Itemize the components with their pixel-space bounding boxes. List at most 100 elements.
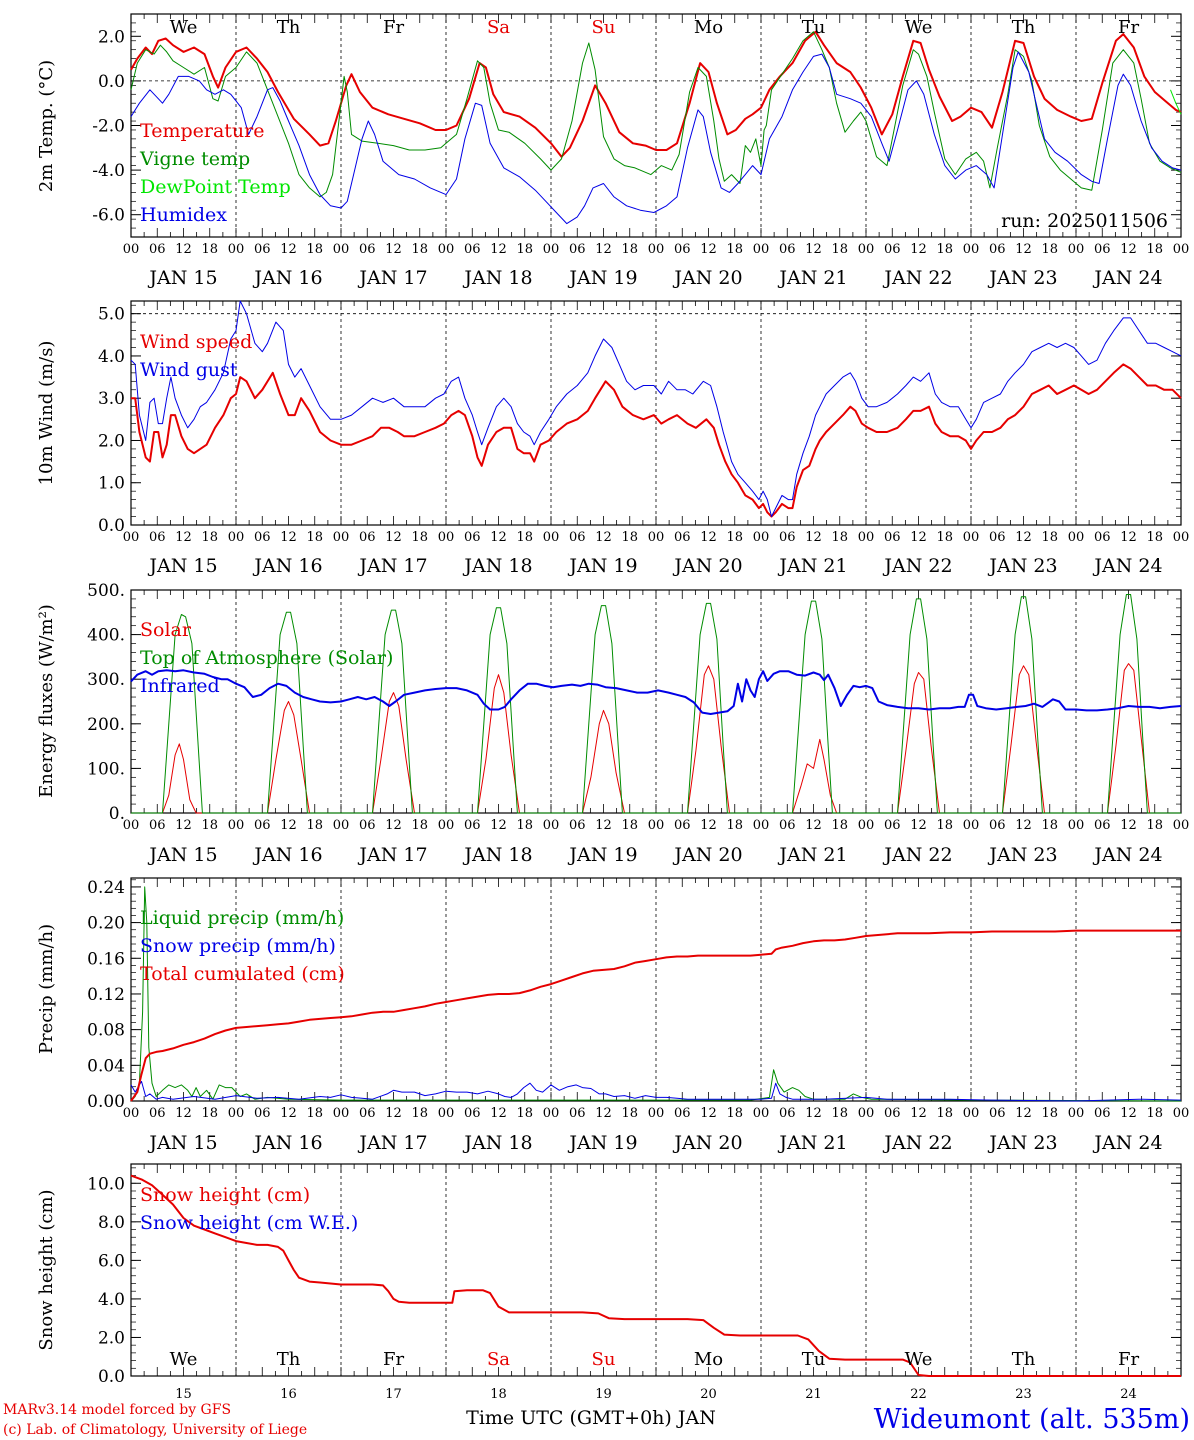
hour-tick-label: 00 bbox=[753, 1106, 770, 1121]
hour-tick-label: 12 bbox=[1015, 818, 1032, 833]
hour-tick-label: 00 bbox=[1068, 242, 1085, 257]
hour-tick-label: 18 bbox=[1146, 818, 1163, 833]
series-line bbox=[130, 51, 1182, 225]
hour-tick-label: 12 bbox=[175, 242, 192, 257]
weekday-label: Th bbox=[1012, 17, 1036, 38]
hour-tick-label: 06 bbox=[254, 818, 271, 833]
y-tick-label: 4.0 bbox=[98, 347, 125, 367]
weekday-label: Fr bbox=[383, 1349, 404, 1370]
weekday-label: Fr bbox=[383, 17, 404, 38]
hour-tick-label: 18 bbox=[726, 242, 743, 257]
hour-tick-label: 06 bbox=[674, 530, 691, 545]
legend-entry: Infrared bbox=[140, 675, 220, 697]
hour-tick-label: 00 bbox=[963, 242, 980, 257]
hour-tick-label: 18 bbox=[516, 530, 533, 545]
hour-tick-label: 00 bbox=[228, 818, 245, 833]
hour-tick-label: 06 bbox=[464, 242, 481, 257]
hour-tick-label: 18 bbox=[201, 818, 218, 833]
hour-tick-label: 06 bbox=[884, 1106, 901, 1121]
y-axis-label: Precip (mm/h) bbox=[36, 924, 57, 1054]
series-line bbox=[130, 886, 1182, 1102]
hour-tick-label: 12 bbox=[280, 1106, 297, 1121]
y-tick-label: 0.0 bbox=[98, 72, 125, 92]
hour-tick-label: 18 bbox=[516, 1106, 533, 1121]
day-label: JAN 18 bbox=[462, 555, 532, 577]
day-number-label: 20 bbox=[700, 1387, 717, 1402]
day-label: JAN 16 bbox=[252, 844, 322, 866]
hour-tick-label: 06 bbox=[884, 818, 901, 833]
day-label: JAN 20 bbox=[672, 1132, 742, 1154]
hour-tick-label: 12 bbox=[595, 530, 612, 545]
day-label: JAN 24 bbox=[1092, 555, 1162, 577]
hour-tick-label: 12 bbox=[385, 818, 402, 833]
hour-tick-label: 12 bbox=[280, 242, 297, 257]
weekday-label: Su bbox=[592, 17, 616, 38]
y-tick-label: 3.0 bbox=[98, 389, 125, 409]
panel-1: -6.0 -4.0 -2.0 0.0 2.0 2m Temp. (°C) Temperatu… bbox=[36, 13, 1189, 289]
day-label: JAN 16 bbox=[252, 555, 322, 577]
hour-tick-label: 00 bbox=[228, 242, 245, 257]
chart-panels: -6.0 -4.0 -2.0 0.0 2.0 2m Temp. (°C) Temperatu… bbox=[36, 13, 1190, 1387]
day-label: JAN 16 bbox=[252, 1132, 322, 1154]
hour-tick-label: 06 bbox=[779, 242, 796, 257]
hour-tick-label: 18 bbox=[936, 530, 953, 545]
day-label: JAN 24 bbox=[1092, 844, 1162, 866]
hour-tick-label: 12 bbox=[280, 530, 297, 545]
hour-tick-label: 00 bbox=[648, 1106, 665, 1121]
hour-tick-label: 06 bbox=[569, 818, 586, 833]
hour-tick-label: 00 bbox=[1068, 1106, 1085, 1121]
y-tick-label: 500. bbox=[87, 581, 125, 601]
day-label: JAN 15 bbox=[147, 1132, 217, 1154]
hour-tick-label: 18 bbox=[1146, 1106, 1163, 1121]
day-label: JAN 18 bbox=[462, 267, 532, 289]
plot-frame bbox=[130, 13, 1182, 238]
hour-tick-label: 00 bbox=[333, 530, 350, 545]
hour-tick-label: 12 bbox=[700, 530, 717, 545]
hour-tick-label: 18 bbox=[306, 530, 323, 545]
y-tick-label: 0.08 bbox=[87, 1021, 125, 1041]
day-label: JAN 19 bbox=[567, 267, 637, 289]
hour-tick-label: 06 bbox=[254, 1106, 271, 1121]
day-label: JAN 20 bbox=[672, 555, 742, 577]
day-label: JAN 17 bbox=[357, 555, 427, 577]
day-label: JAN 24 bbox=[1092, 1132, 1162, 1154]
hour-tick-label: 00 bbox=[1173, 1106, 1190, 1121]
y-tick-label: 10.0 bbox=[87, 1174, 125, 1194]
legend-entry: Snow height (cm W.E.) bbox=[140, 1212, 358, 1234]
hour-tick-label: 00 bbox=[1173, 530, 1190, 545]
legend-entry: Total cumulated (cm) bbox=[140, 963, 345, 985]
hour-tick-label: 18 bbox=[1041, 1106, 1058, 1121]
hour-tick-label: 00 bbox=[1173, 818, 1190, 833]
hour-tick-label: 06 bbox=[464, 530, 481, 545]
model-credit: MARv3.14 model forced by GFS bbox=[3, 1402, 231, 1418]
hour-tick-label: 00 bbox=[963, 530, 980, 545]
hour-tick-label: 18 bbox=[621, 242, 638, 257]
hour-tick-label: 06 bbox=[989, 242, 1006, 257]
series-line bbox=[131, 594, 1181, 814]
hour-tick-label: 06 bbox=[884, 242, 901, 257]
y-tick-label: 6.0 bbox=[98, 1251, 125, 1271]
hour-tick-label: 06 bbox=[359, 818, 376, 833]
hour-tick-label: 12 bbox=[910, 242, 927, 257]
hour-tick-label: 00 bbox=[123, 1106, 140, 1121]
hour-tick-label: 06 bbox=[674, 242, 691, 257]
hour-tick-label: 12 bbox=[805, 1106, 822, 1121]
hour-tick-label: 18 bbox=[936, 818, 953, 833]
day-label: JAN 20 bbox=[672, 844, 742, 866]
hour-tick-label: 18 bbox=[831, 818, 848, 833]
hour-tick-label: 06 bbox=[569, 530, 586, 545]
hour-tick-label: 00 bbox=[753, 530, 770, 545]
day-label: JAN 21 bbox=[777, 844, 847, 866]
hour-tick-label: 00 bbox=[963, 1106, 980, 1121]
day-label: JAN 22 bbox=[882, 555, 952, 577]
hour-tick-label: 18 bbox=[726, 818, 743, 833]
series-line bbox=[130, 31, 1182, 198]
panel-5: 0.0 2.0 4.0 6.0 8.0 10.0 Snow height (cm) Snow … bbox=[36, 1163, 1182, 1387]
hour-tick-label: 18 bbox=[831, 530, 848, 545]
y-tick-label: -2.0 bbox=[92, 117, 125, 137]
weekday-label: Tu bbox=[802, 1349, 826, 1370]
y-axis-label: 2m Temp. (°C) bbox=[36, 60, 57, 192]
hour-tick-label: 00 bbox=[858, 530, 875, 545]
day-number-label: 15 bbox=[175, 1387, 192, 1402]
hour-tick-label: 06 bbox=[254, 530, 271, 545]
